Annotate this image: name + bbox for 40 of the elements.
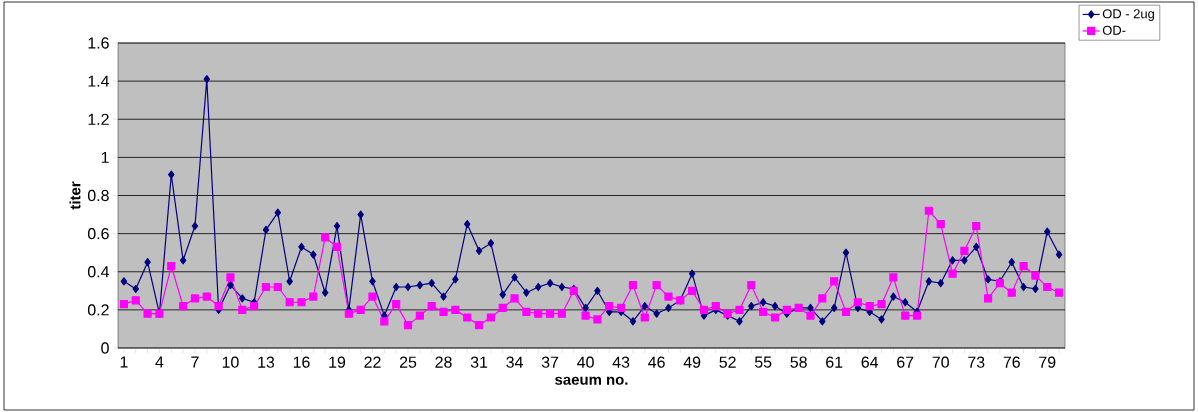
y-tick-label: 1.2 xyxy=(88,113,109,125)
x-tick-label: 22 xyxy=(364,356,381,368)
y-tick-label: 0 xyxy=(101,342,109,354)
y-tick-label: 0.2 xyxy=(87,304,109,316)
y-tick-label: 1.4 xyxy=(88,75,110,87)
x-tick-label: 55 xyxy=(754,356,772,368)
x-tick-label: 4 xyxy=(155,356,164,368)
x-axis-title: saeum no. xyxy=(555,376,628,385)
x-tick-label: 46 xyxy=(648,356,665,368)
x-tick-label: 49 xyxy=(683,356,701,368)
x-tick-label: 76 xyxy=(1003,356,1020,368)
x-tick-label: 70 xyxy=(932,356,949,368)
x-tick-label: 43 xyxy=(612,356,630,368)
x-tick-label: 31 xyxy=(470,356,488,368)
x-tick-label: 64 xyxy=(861,356,879,368)
y-tick-label: 1 xyxy=(101,151,109,163)
y-tick-label: 0.4 xyxy=(87,266,110,278)
x-tick-label: 34 xyxy=(506,356,523,368)
x-tick-label: 61 xyxy=(826,356,843,368)
legend-label: OD - 2ug xyxy=(1102,9,1154,21)
x-tick-label: 7 xyxy=(191,356,199,368)
x-tick-label: 25 xyxy=(399,356,417,368)
x-tick-label: 28 xyxy=(435,356,452,368)
y-axis-title: titer xyxy=(69,181,81,210)
x-tick-label: 1 xyxy=(120,356,128,368)
y-tick-label: 1.6 xyxy=(88,37,109,49)
y-tick-label: 0.6 xyxy=(87,227,109,240)
x-tick-label: 58 xyxy=(790,356,807,368)
x-tick-label: 79 xyxy=(1039,356,1056,368)
x-tick-label: 37 xyxy=(541,356,559,368)
legend-label: OD- xyxy=(1102,25,1126,35)
x-tick-label: 10 xyxy=(222,356,239,368)
x-tick-label: 13 xyxy=(258,356,275,368)
x-tick-label: 73 xyxy=(968,356,985,368)
y-tick-label: 0.8 xyxy=(87,189,109,202)
x-tick-label: 19 xyxy=(329,356,346,368)
x-tick-label: 67 xyxy=(897,356,914,368)
x-tick-label: 40 xyxy=(577,356,594,368)
x-tick-label: 16 xyxy=(293,356,310,368)
x-tick-label: 52 xyxy=(719,356,736,368)
